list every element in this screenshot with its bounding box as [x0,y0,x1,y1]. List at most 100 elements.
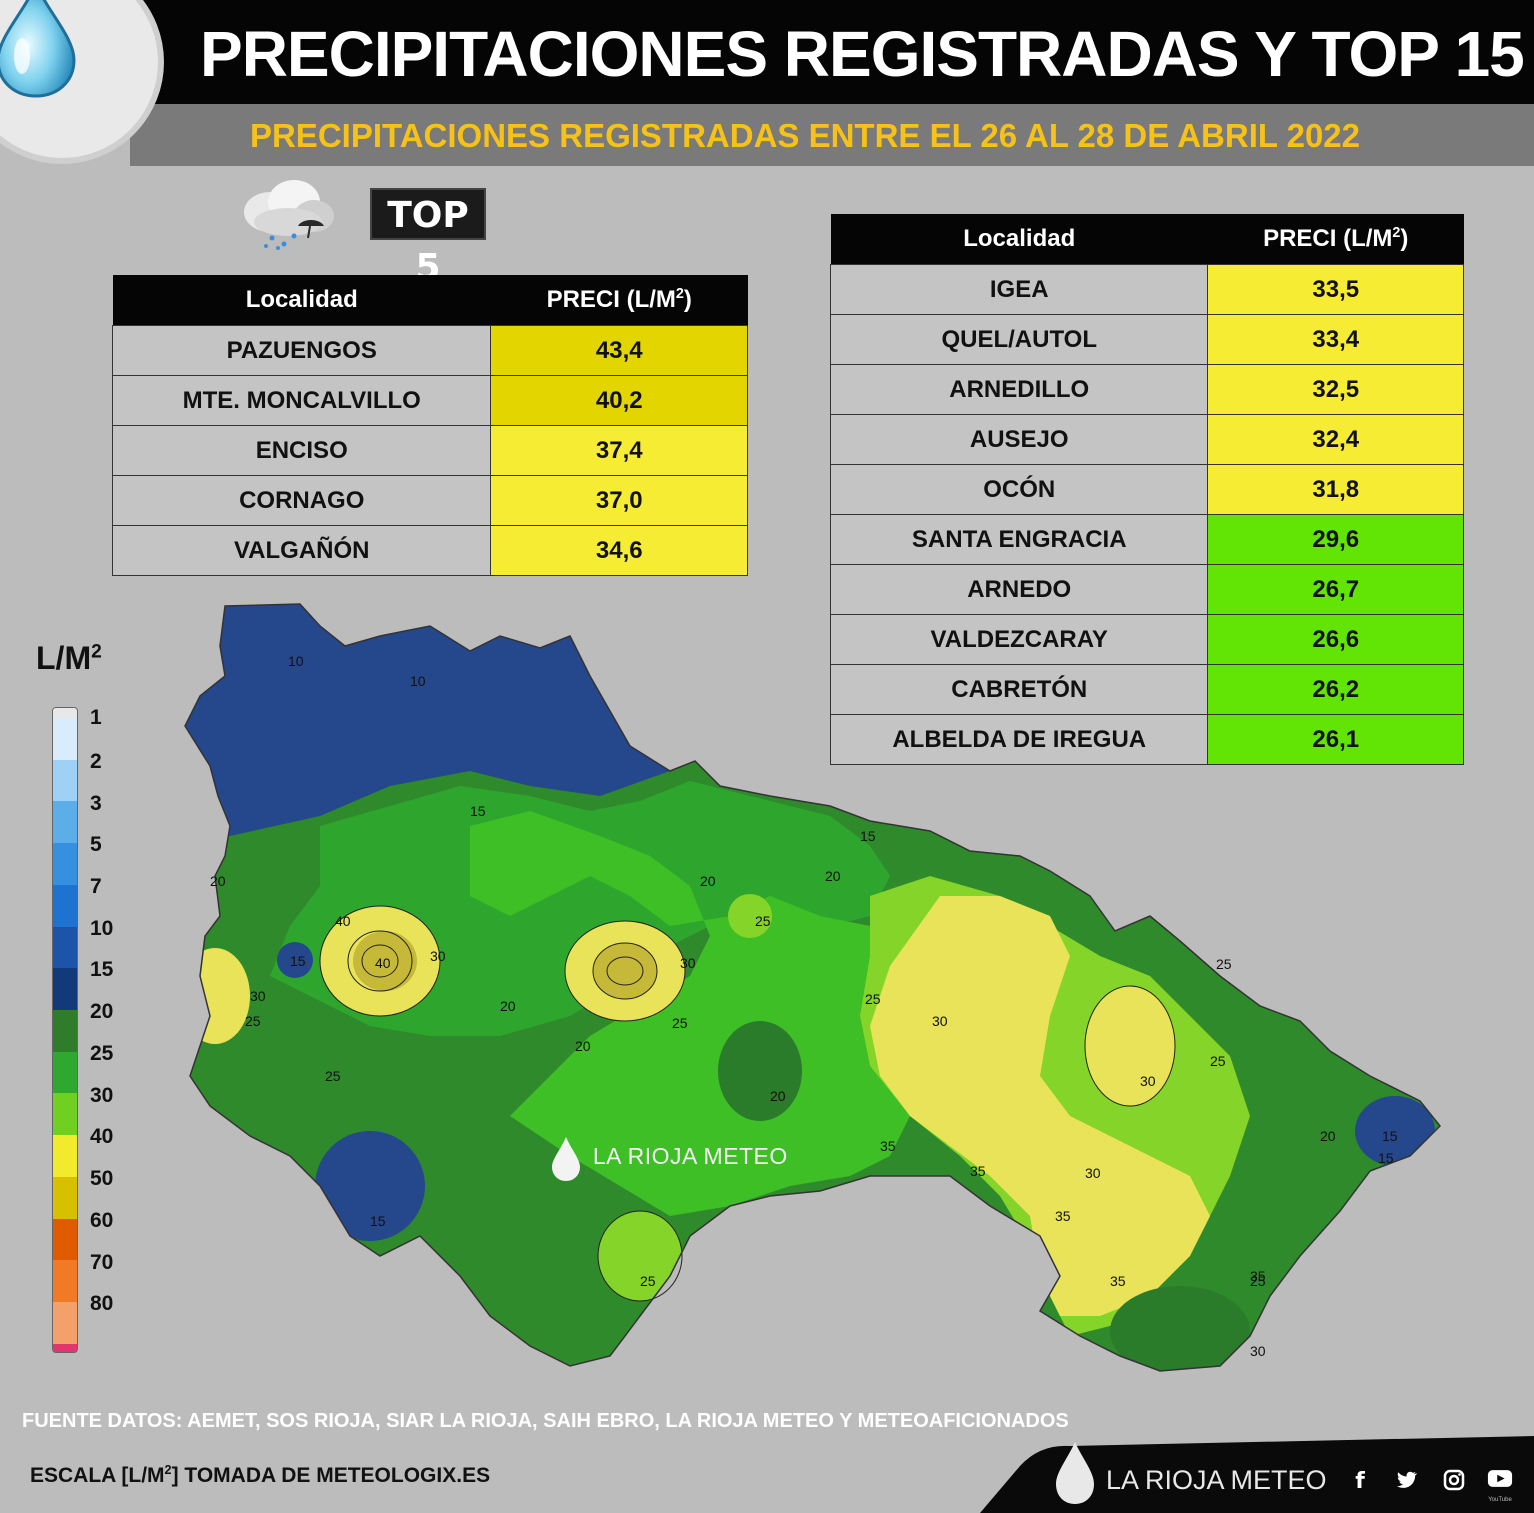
legend-swatch [53,1176,77,1219]
row-preci: 31,8 [1207,464,1464,515]
contour-label: 35 [880,1138,896,1154]
row-preci: 26,7 [1207,564,1464,615]
legend-title: L/M2 [36,640,126,680]
row-preci: 34,6 [490,525,748,576]
table-row: VALGAÑÓN 34,6 [111,525,748,576]
legend-label: 70 [90,1250,114,1274]
table-row: ALBELDA DE IREGUA 26,1 [829,714,1464,765]
contour-label: 30 [1140,1073,1156,1089]
contour-label: 25 [865,991,881,1007]
brand-drop-icon [552,1136,580,1181]
legend-title-text: L/M [36,640,92,676]
col-preci-close: ) [683,286,692,313]
scale-note-pre: ESCALA [L/M [30,1464,165,1487]
legend-swatch [53,1135,77,1177]
contour-label: 15 [1378,1150,1394,1166]
legend-swatch [53,884,77,927]
legend-label: 3 [90,791,102,815]
legend-swatch [53,926,77,969]
row-localidad: MTE. MONCALVILLO [111,375,492,426]
col-preci-label: PRECI (L/M [546,286,676,313]
row-preci: 26,1 [1207,714,1464,765]
brand-name: LA RIOJA METEO [1106,1465,1327,1495]
row-preci: 43,4 [490,325,748,376]
table-row: MTE. MONCALVILLO 40,2 [111,375,748,426]
top15-table: Localidad PRECI (L/M2) IGEA 33,5 QUEL/AUT… [829,214,1464,765]
contour-label: 35 [1110,1273,1126,1289]
brand-logo-icon [1056,1442,1094,1504]
legend-label: 7 [90,875,102,899]
contour-label: 20 [210,873,226,889]
contour-label: 25 [325,1068,341,1084]
scale-note: ESCALA [L/M2] TOMADA DE METEOLOGIX.ES [30,1452,630,1488]
instagram-icon[interactable] [1440,1468,1468,1496]
contour-label: 25 [755,913,771,929]
page-subtitle: PRECIPITACIONES REGISTRADAS ENTRE EL 26 … [249,117,1361,154]
contour-label: 20 [575,1038,591,1054]
contour-label: 35 [1250,1268,1266,1284]
contour-label: 25 [245,1013,261,1029]
contour-label: 10 [288,653,304,669]
data-source-note: FUENTE DATOS: AEMET, SOS RIOJA, SIAR LA … [22,1410,1069,1432]
col-localidad: Localidad [112,275,491,326]
legend-colorbar [52,707,78,1353]
header-bar [130,0,1534,104]
contour-label: 15 [1382,1128,1398,1144]
contour-label: 40 [335,913,351,929]
row-localidad: VALGAÑÓN [111,525,492,576]
facebook-icon[interactable]: f [1355,1469,1365,1494]
legend-label: 1 [90,706,102,730]
contour-label: 15 [470,803,486,819]
legend-label: 40 [90,1125,114,1149]
legend-label: 5 [90,833,102,857]
contour-label: 30 [250,988,266,1004]
contour-label: 30 [1085,1165,1101,1181]
legend-swatch [53,801,77,844]
row-preci: 32,4 [1207,414,1464,465]
row-localidad: VALDEZCARAY [829,614,1209,665]
legend-label: 30 [90,1083,114,1107]
contour-label: 30 [430,948,446,964]
row-localidad: QUEL/AUTOL [829,314,1209,365]
table-row: VALDEZCARAY 26,6 [829,614,1464,665]
contour-label: 30 [932,1013,948,1029]
legend-label: 25 [90,1041,114,1065]
row-localidad: SANTA ENGRACIA [829,514,1209,565]
scale-note-sup: 2 [164,1463,172,1477]
page-title: PRECIPITACIONES REGISTRADAS Y TOP 15 [200,18,1525,90]
table-row: ARNEDO 26,7 [829,564,1464,615]
row-preci: 33,4 [1207,314,1464,365]
precipitation-map: 10 10 15 15 15 15 15 15 20 20 20 20 20 20 20 20 25 25 25 25… [184,603,1442,1376]
col-preci-close: ) [1400,225,1409,252]
row-localidad: OCÓN [829,464,1209,515]
legend-title-sup: 2 [91,641,102,663]
contour-label: 25 [640,1273,656,1289]
legend-swatch [53,1010,77,1052]
youtube-icon[interactable]: YouTube [1486,1468,1514,1504]
row-localidad: PAZUENGOS [111,325,492,376]
region-border [184,603,1442,1372]
col-preci: PRECI (L/M2) [1207,214,1464,265]
legend-label: 20 [90,1000,114,1024]
row-localidad: ENCISO [111,425,492,476]
row-preci: 37,0 [490,475,748,526]
top5-badge: TOP 5 [370,188,486,288]
legend-label: 50 [90,1167,114,1191]
table-row: IGEA 33,5 [829,264,1464,315]
legend-cap-bottom [53,1343,77,1352]
contour-label: 20 [700,873,716,889]
legend-swatch [53,843,77,885]
table-row: CORNAGO 37,0 [111,475,748,526]
col-preci-sup: 2 [1392,225,1401,241]
legend-swatch [53,1051,77,1094]
contour-label: 15 [290,953,306,969]
twitter-icon[interactable] [1392,1468,1420,1496]
contour-label: 10 [410,673,426,689]
col-preci-label: PRECI (L/M [1263,225,1393,252]
legend-label: 15 [90,958,114,982]
legend-swatch [53,1093,77,1136]
contour-label: 25 [1216,956,1232,972]
row-localidad: AUSEJO [829,414,1209,465]
contour-labels: 10 10 15 15 15 15 15 15 20 20 20 20 20 20 20 20 25 25 25 25… [210,653,1398,1376]
